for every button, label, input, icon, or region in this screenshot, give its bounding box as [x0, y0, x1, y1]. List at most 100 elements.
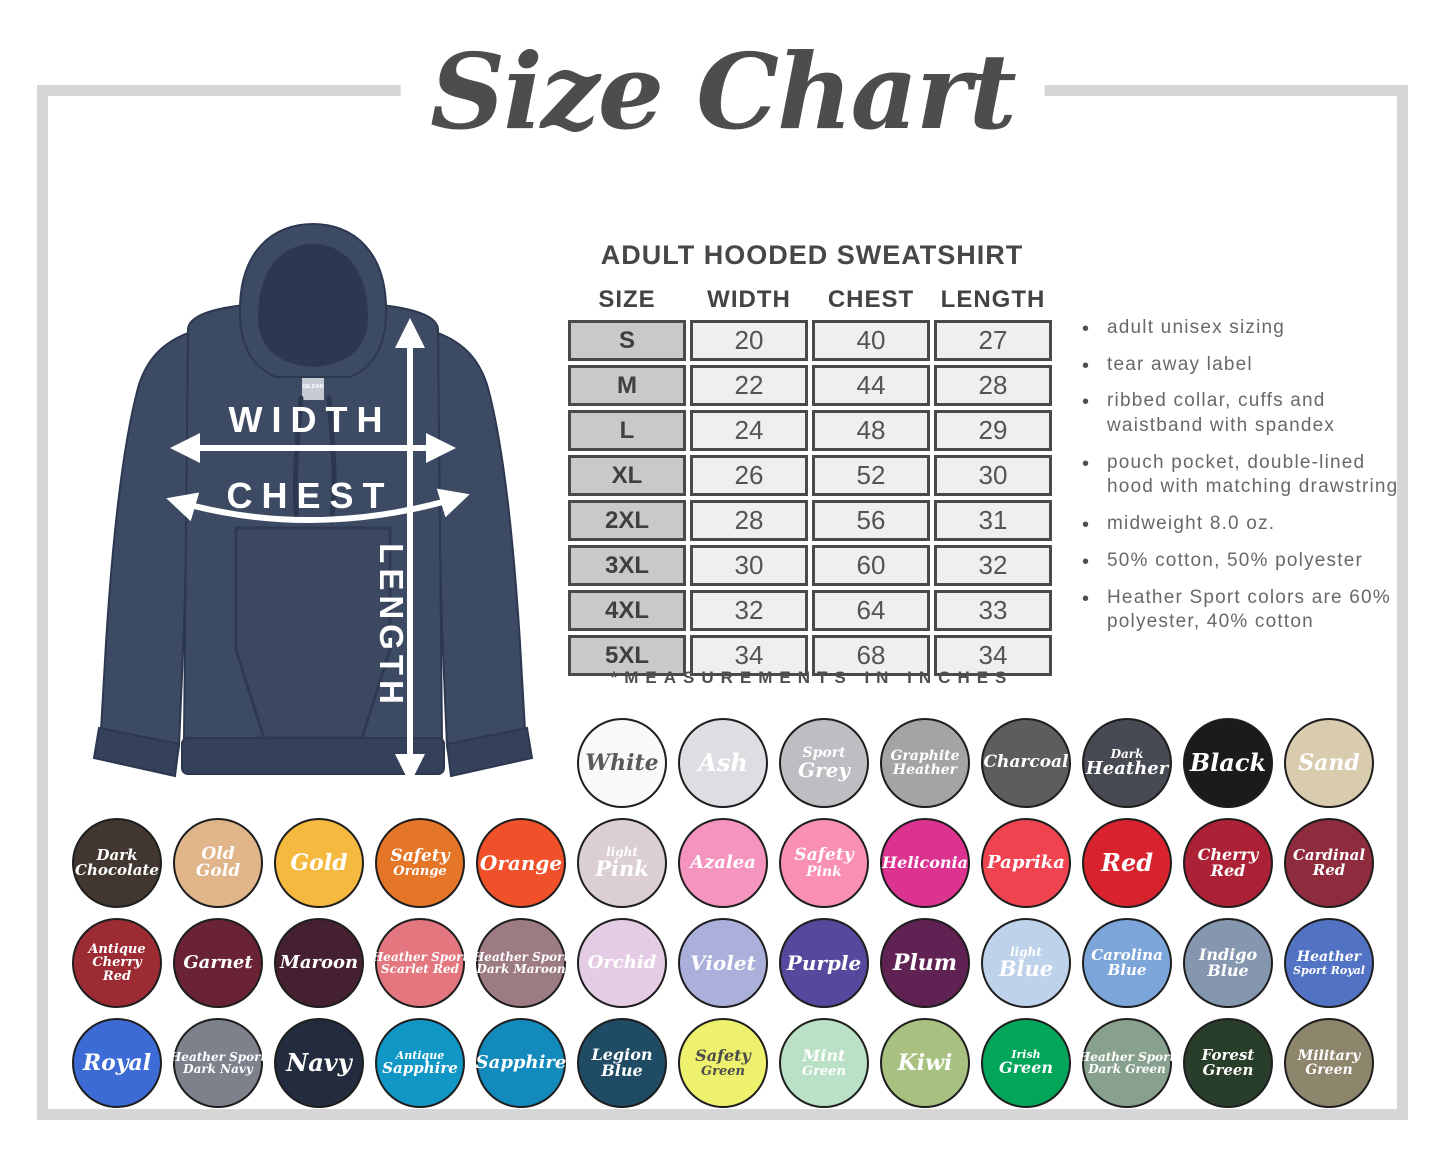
- swatch-heather-sport-royal: Heather Sport Royal: [1284, 918, 1374, 1008]
- swatch-label: Orchid: [587, 951, 657, 973]
- swatch-orange: Orange: [476, 818, 566, 908]
- size-cell: M: [568, 365, 686, 406]
- swatch-label: Heather Sport: [1078, 1049, 1176, 1064]
- swatch-label: Red: [1101, 847, 1153, 877]
- swatch-label: Cherry: [1197, 844, 1259, 864]
- value-cell: 28: [934, 365, 1052, 406]
- swatch-label: Cherry: [92, 955, 142, 971]
- swatch-old-gold: Old Gold: [173, 818, 263, 908]
- swatch-label: Heather: [1085, 757, 1169, 779]
- swatch-label: light: [606, 845, 638, 860]
- brand-tag: [302, 378, 324, 400]
- hoodie-diagram: GILDAN WIDTH CHEST LENGTH: [92, 222, 534, 784]
- swatch-carolina-blue: Carolina Blue: [1082, 918, 1172, 1008]
- value-cell: 64: [812, 590, 930, 631]
- swatch-military-green: Military Green: [1284, 1018, 1374, 1108]
- column-header: LENGTH: [940, 286, 1046, 313]
- swatch-mint-green: Mint Green: [779, 1018, 869, 1108]
- swatch-label: Grey: [798, 757, 850, 782]
- swatch-irish-green: Irish Green: [981, 1018, 1071, 1108]
- swatch-sport-grey: Sport Grey: [779, 718, 869, 808]
- hoodie-right-sleeve: [434, 331, 527, 764]
- swatch-label: Blue: [601, 1061, 643, 1080]
- swatch-label: Kiwi: [897, 1049, 953, 1076]
- swatch-legion-blue: Legion Blue: [577, 1018, 667, 1108]
- swatch-label: Dark Green: [1088, 1062, 1166, 1076]
- value-cell: 32: [690, 590, 808, 631]
- swatch-navy: Navy: [274, 1018, 364, 1108]
- size-cell: L: [568, 410, 686, 451]
- value-cell: 22: [690, 365, 808, 406]
- hoodie-left-cuff: [92, 726, 181, 778]
- swatch-label: Royal: [82, 1049, 152, 1076]
- swatch-kiwi: Kiwi: [880, 1018, 970, 1108]
- swatch-dark-chocolate: Dark Chocolate: [72, 818, 162, 908]
- swatch-white: White: [577, 718, 667, 808]
- value-cell: 30: [934, 455, 1052, 496]
- value-cell: 34: [934, 635, 1052, 676]
- swatch-sapphire: Sapphire: [476, 1018, 566, 1108]
- feature-item: Heather Sport colors are 60% polyester, …: [1080, 586, 1410, 635]
- swatch-label: Sapphire: [382, 1058, 458, 1077]
- value-cell: 27: [934, 320, 1052, 361]
- swatch-forest-green: Forest Green: [1183, 1018, 1273, 1108]
- swatch-label: Charcoal: [983, 752, 1069, 773]
- swatch-label: Red: [1312, 861, 1346, 879]
- column-header: SIZE: [598, 286, 656, 313]
- swatch-label: Navy: [286, 1047, 352, 1077]
- swatch-label: Gold: [195, 861, 241, 881]
- swatch-label: light: [1010, 945, 1042, 960]
- value-cell: 56: [812, 500, 930, 541]
- value-cell: 60: [812, 545, 930, 586]
- swatch-label: Gold: [290, 849, 348, 876]
- swatch-label: Ash: [698, 747, 748, 777]
- swatch-label: Mint: [802, 1046, 846, 1066]
- features-list: adult unisex sizing tear away label ribbed…: [1080, 316, 1410, 647]
- swatch-graphite-heather: Graphite Heather: [880, 718, 970, 808]
- swatch-label: Blue: [1207, 961, 1249, 980]
- table-row: 2XL 28 56 31: [568, 500, 1052, 541]
- swatch-label: Military: [1297, 1047, 1361, 1064]
- swatch-dark-heather: Dark Heather: [1082, 718, 1172, 808]
- size-table-body: S 20 40 27 M 22 44 28 L 24 48 29 XL 26 52 30 2XL 28 56 31 3X…: [568, 320, 1052, 676]
- table-row: M 22 44 28: [568, 365, 1052, 406]
- swatch-label: Antique: [88, 942, 146, 958]
- measurements-footnote: *MEASUREMENTS IN INCHES: [610, 668, 1014, 687]
- value-cell: 48: [812, 410, 930, 451]
- value-cell: 40: [812, 320, 930, 361]
- swatch-label: White: [585, 749, 659, 776]
- product-heading: ADULT HOODED SWEATSHIRT: [600, 240, 1024, 270]
- swatch-label: Azalea: [690, 851, 756, 873]
- hoodie-waistband: [181, 737, 445, 775]
- swatch-royal: Royal: [72, 1018, 162, 1108]
- swatch-label: Scarlet Red: [381, 962, 459, 976]
- swatch-label: Heather: [892, 762, 958, 778]
- swatch-antique-cherry-red: Antique Cherry Red: [72, 918, 162, 1008]
- swatch-charcoal: Charcoal: [981, 718, 1071, 808]
- swatch-label: Green: [701, 1063, 745, 1079]
- swatch-label: Old: [201, 843, 235, 864]
- swatch-label: Red: [102, 968, 132, 984]
- swatch-paprika: Paprika: [981, 818, 1071, 908]
- swatch-label: Orange: [479, 850, 563, 875]
- swatch-red: Red: [1082, 818, 1172, 908]
- chest-arrow: [166, 488, 470, 523]
- size-cell: 5XL: [568, 635, 686, 676]
- swatch-label: Green: [1305, 1062, 1353, 1078]
- column-header: WIDTH: [707, 286, 791, 313]
- swatch-label: Heather Sport: [371, 949, 469, 964]
- swatch-label: Green: [1202, 1061, 1254, 1079]
- swatch-label: Heliconia: [882, 852, 968, 872]
- swatch-safety-orange: Safety Orange: [375, 818, 465, 908]
- hoodie-left-sleeve: [99, 331, 192, 764]
- value-cell: 26: [690, 455, 808, 496]
- size-cell: XL: [568, 455, 686, 496]
- value-cell: 33: [934, 590, 1052, 631]
- value-cell: 20: [690, 320, 808, 361]
- swatch-cardinal-red: Cardinal Red: [1284, 818, 1374, 908]
- table-row: S 20 40 27: [568, 320, 1052, 361]
- swatch-label: Sand: [1298, 749, 1360, 776]
- swatch-label: Dark: [96, 845, 138, 864]
- swatch-label: Purple: [786, 950, 862, 975]
